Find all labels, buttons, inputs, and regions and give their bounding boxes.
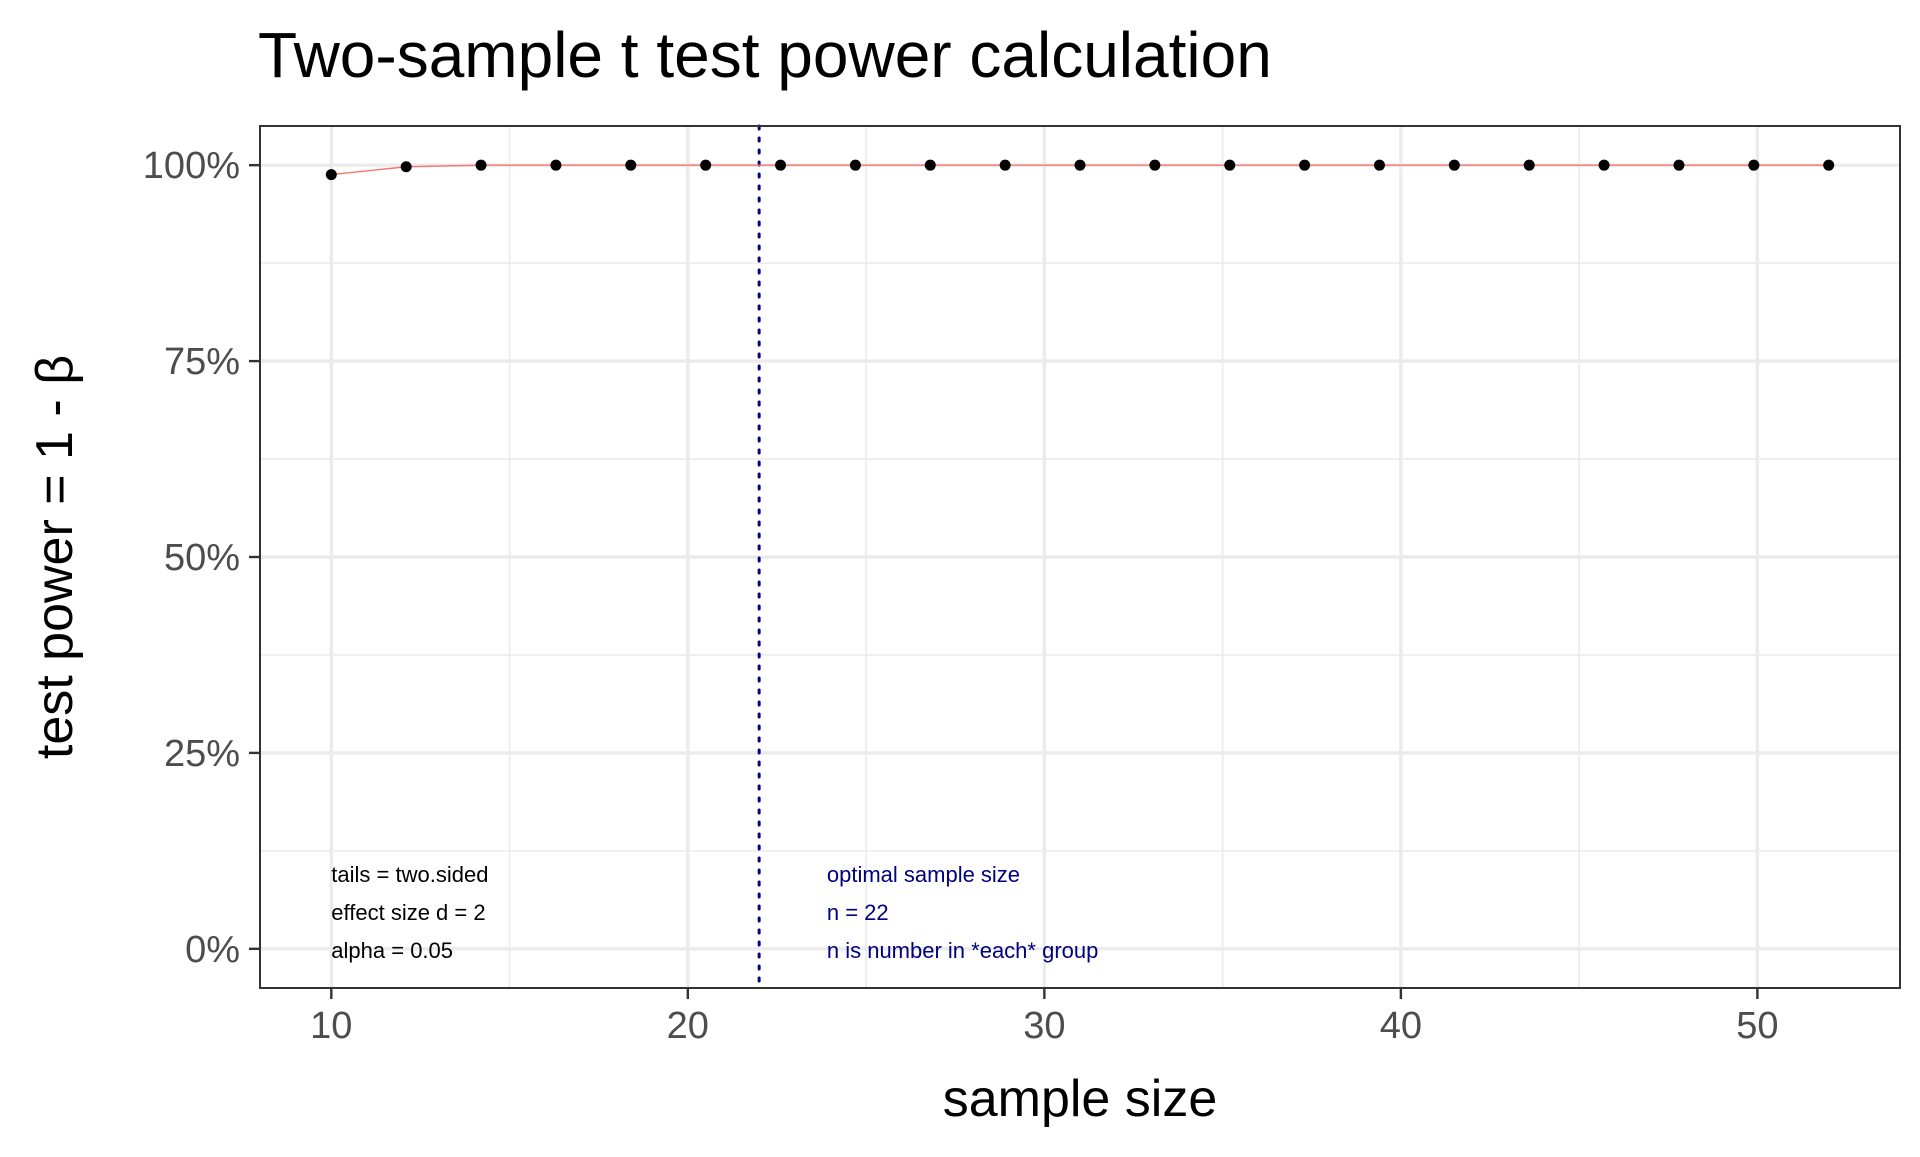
y-tick-label: 0%: [185, 929, 240, 971]
data-point: [1598, 159, 1610, 171]
data-point: [325, 169, 337, 181]
data-point: [1448, 159, 1460, 171]
series-layer: [325, 159, 1835, 181]
data-point: [1299, 159, 1311, 171]
data-point: [849, 159, 861, 171]
data-point: [1149, 159, 1161, 171]
params-annotation: tails = two.sided effect size d = 2 alph…: [331, 862, 488, 963]
data-point: [1224, 159, 1236, 171]
annotation-alpha: alpha = 0.05: [331, 938, 453, 963]
annotation-optimal-title: optimal sample size: [827, 862, 1020, 887]
data-point: [400, 161, 412, 173]
y-tick-label: 50%: [164, 537, 240, 579]
x-tick-label: 50: [1736, 1005, 1778, 1047]
x-tick-label: 40: [1380, 1005, 1422, 1047]
data-point: [775, 159, 787, 171]
y-axis-title: test power = 1 - β: [26, 355, 84, 759]
data-point: [1823, 159, 1835, 171]
data-point: [1523, 159, 1535, 171]
data-point: [475, 159, 487, 171]
annotation-tails: tails = two.sided: [331, 862, 488, 887]
data-point: [1748, 159, 1760, 171]
x-axis-title: sample size: [943, 1070, 1218, 1128]
x-tick-label: 30: [1023, 1005, 1065, 1047]
data-point: [1074, 159, 1086, 171]
annotation-optimal-note: n is number in *each* group: [827, 938, 1099, 963]
data-point: [550, 159, 562, 171]
x-axis: 10 20 30 40 50: [310, 988, 1779, 1047]
minor-gridlines: [260, 126, 1900, 988]
x-tick-label: 10: [310, 1005, 352, 1047]
y-tick-label: 75%: [164, 341, 240, 383]
chart-title: Two-sample t test power calculation: [258, 19, 1272, 91]
data-point: [1673, 159, 1685, 171]
data-point: [625, 159, 637, 171]
y-axis: 0% 25% 50% 75% 100%: [143, 145, 260, 971]
data-point: [999, 159, 1011, 171]
annotation-optimal-n: n = 22: [827, 900, 889, 925]
y-tick-label: 25%: [164, 733, 240, 775]
annotation-effect-size: effect size d = 2: [331, 900, 485, 925]
data-point: [1373, 159, 1385, 171]
optimal-annotation: optimal sample size n = 22 n is number i…: [827, 862, 1099, 963]
data-point: [924, 159, 936, 171]
y-tick-label: 100%: [143, 145, 240, 187]
data-point: [700, 159, 712, 171]
x-tick-label: 20: [667, 1005, 709, 1047]
